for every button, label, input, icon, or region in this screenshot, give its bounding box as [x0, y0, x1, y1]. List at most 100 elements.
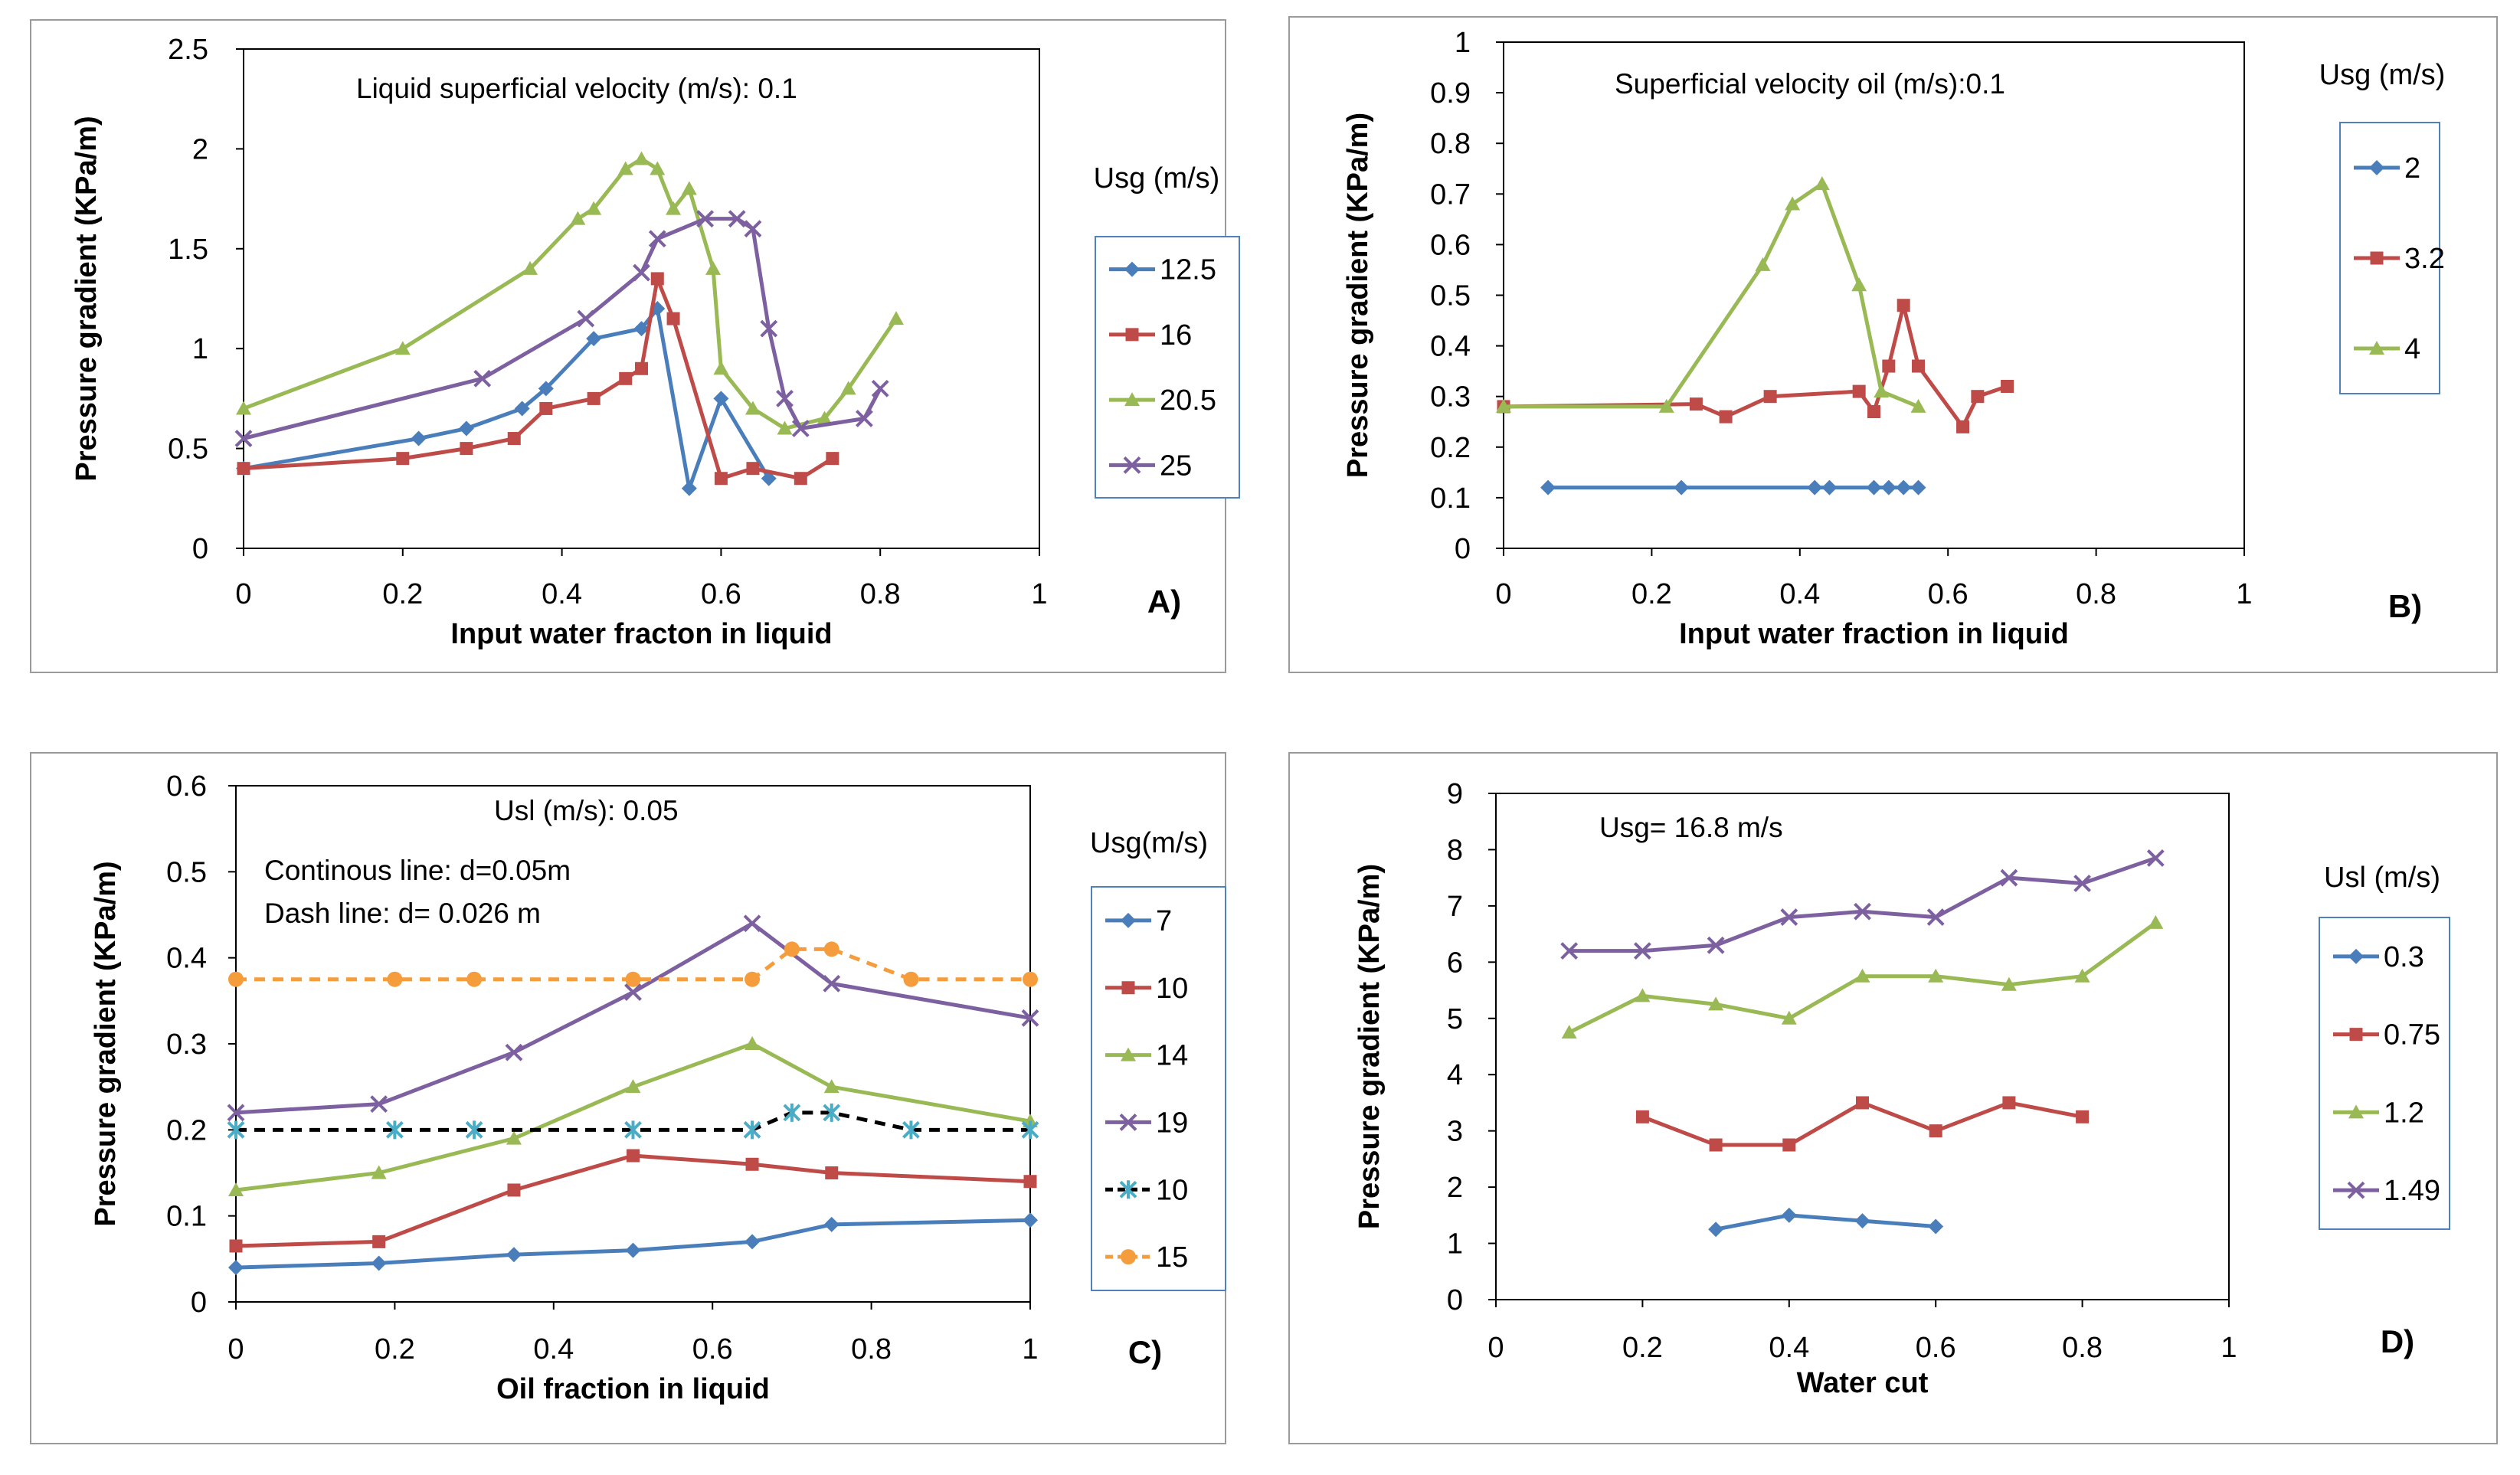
data-point: [791, 420, 810, 437]
panel-label: D): [2381, 1323, 2414, 1359]
y-tick-label: 8: [1447, 834, 1463, 866]
data-point: [633, 321, 650, 337]
data-point: [2369, 341, 2384, 355]
data-point: [761, 470, 777, 486]
data-point: [856, 410, 873, 427]
data-point: [2148, 914, 2164, 929]
data-point: [776, 389, 794, 407]
data-point: [1880, 479, 1897, 495]
data-point: [823, 1079, 839, 1094]
chart-panel-d: 0 1 2 3 4 5 6 7 8 9 0 0.2 0.4 0.6 0.8 1 Water cut Pressur…: [1288, 752, 2498, 1444]
legend-item: 1.2: [2333, 1097, 2424, 1129]
data-point: [633, 263, 650, 282]
y-tick-label: 0.5: [166, 856, 207, 888]
data-point: [823, 974, 841, 993]
y-tick-label: 1: [192, 333, 208, 365]
data-point: [1896, 479, 1912, 495]
data-point: [1689, 397, 1703, 411]
series-line: [1715, 1213, 1936, 1231]
legend-item: 19: [1105, 1107, 1188, 1139]
legend-label: 14: [1156, 1040, 1188, 1072]
data-point: [823, 941, 839, 957]
y-tick-label: 0.6: [166, 770, 207, 803]
x-tick-label: 1: [1031, 578, 1047, 610]
y-tick-label: 0.5: [168, 433, 208, 466]
legend-item: 15: [1105, 1241, 1188, 1274]
data-point: [2074, 968, 2090, 983]
data-point: [823, 1216, 839, 1232]
data-point: [2348, 948, 2364, 964]
data-point: [617, 161, 633, 175]
data-point: [2000, 868, 2018, 887]
data-point: [681, 480, 697, 496]
data-point: [625, 1242, 641, 1258]
data-point: [840, 381, 856, 395]
data-point: [2370, 251, 2384, 265]
data-point: [1821, 479, 1838, 495]
y-tick-label: 0.4: [166, 943, 207, 975]
x-tick-label: 0.2: [1631, 578, 1672, 610]
data-point: [743, 1120, 761, 1140]
data-point: [826, 452, 839, 466]
y-tick-label: 0.4: [1430, 331, 1471, 363]
data-point: [1782, 1138, 1796, 1152]
data-point: [1912, 359, 1926, 373]
data-point: [1119, 1114, 1137, 1131]
data-point: [1023, 1175, 1037, 1189]
data-point: [648, 230, 666, 248]
series-14: [228, 1036, 1038, 1196]
data-point: [372, 1235, 386, 1248]
series-line: [243, 306, 771, 491]
y-tick-label: 0: [192, 533, 208, 565]
legend-item: 3.2: [2354, 243, 2445, 275]
data-point: [713, 391, 729, 407]
legend-label: 0.3: [2384, 941, 2424, 973]
data-point: [465, 1120, 483, 1140]
y-tick-label: 1.5: [168, 234, 208, 266]
y-tick-label: 6: [1447, 947, 1463, 979]
legend-item: 4: [2354, 333, 2420, 365]
data-point: [370, 1095, 388, 1114]
series-3-2: [1497, 299, 2014, 433]
data-point: [514, 401, 530, 417]
data-point: [1755, 257, 1771, 271]
data-point: [619, 371, 633, 385]
data-point: [506, 1130, 522, 1145]
data-point: [522, 260, 538, 275]
data-point: [1856, 1096, 1869, 1110]
legend-item: 16: [1109, 319, 1192, 352]
y-tick-label: 2: [1447, 1172, 1463, 1204]
plot-area: [1503, 41, 2245, 549]
data-point: [624, 1120, 642, 1140]
data-point: [2076, 1110, 2090, 1123]
panel-frame: [1288, 752, 2498, 1444]
y-tick-label: 0.3: [1430, 381, 1471, 414]
legend-item: 2: [2354, 152, 2420, 185]
data-point: [903, 971, 919, 987]
chart-annotation: Dash line: d= 0.026 m: [264, 898, 541, 929]
data-point: [1763, 390, 1777, 404]
data-point: [1635, 1110, 1649, 1123]
data-point: [1854, 902, 1871, 921]
legend-item: 25: [1109, 450, 1192, 482]
series-line: [235, 1042, 1031, 1192]
data-point: [784, 941, 800, 957]
data-point: [744, 220, 762, 238]
data-point: [1121, 912, 1136, 928]
data-point: [760, 319, 778, 338]
legend-label: 25: [1160, 450, 1192, 482]
data-point: [2001, 976, 2017, 991]
x-tick-label: 0: [1487, 1332, 1504, 1364]
plot-area: [1495, 793, 2230, 1300]
y-axis-label: Pressure gradient (KPa/m): [90, 861, 122, 1226]
data-point: [783, 1103, 801, 1122]
data-point: [228, 971, 244, 987]
data-point: [385, 1120, 404, 1140]
y-tick-label: 9: [1447, 778, 1463, 810]
data-point: [1633, 942, 1651, 960]
data-point: [745, 1234, 761, 1250]
legend-box: [1091, 886, 1226, 1291]
data-point: [1708, 1222, 1724, 1238]
y-tick-label: 3: [1447, 1116, 1463, 1148]
